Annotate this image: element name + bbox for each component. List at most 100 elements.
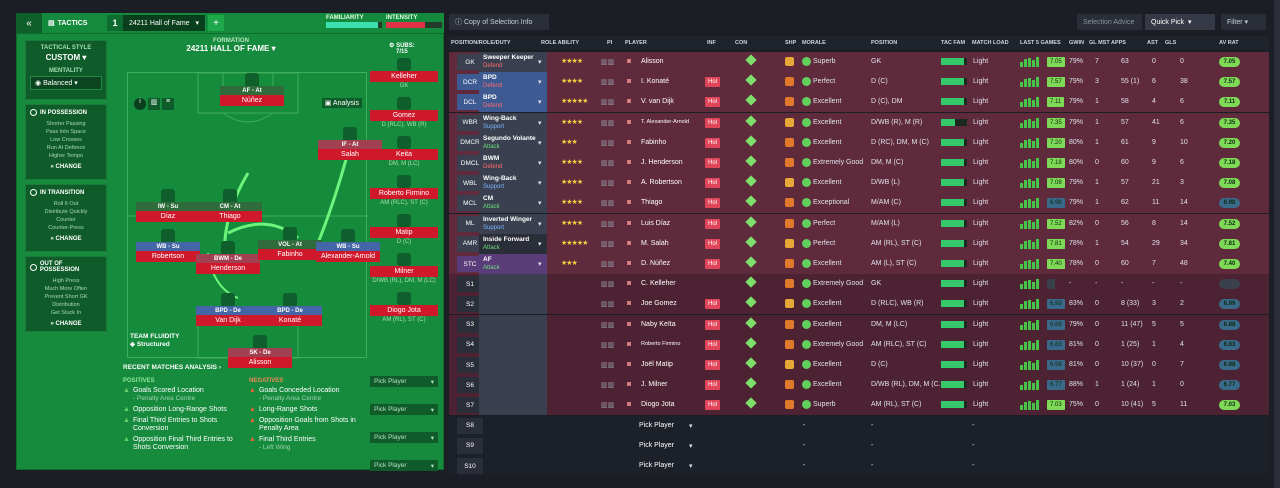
table-row[interactable]: STC AF Attack ▾ ★★★ ▥▥ ◙ D. Núñez Hol Excellent AM… bbox=[449, 254, 1269, 274]
table-row[interactable]: DCL BPD Defend ▾ ★★★★★ ▥▥ ◙ V. van Dijk Hol Excel… bbox=[449, 92, 1269, 113]
column-header[interactable]: MATCH LOAD bbox=[972, 40, 1009, 46]
chevron-down-icon[interactable]: ▾ bbox=[538, 59, 542, 66]
out-of-possession-change-button[interactable]: » CHANGE bbox=[50, 321, 82, 327]
table-row[interactable]: S4 ▥▥ ◙ Roberto Firmino Hol Extremely Good AM … bbox=[449, 334, 1269, 355]
player-instructions-icon[interactable]: ▥▥ bbox=[601, 220, 615, 228]
player-instructions-icon[interactable]: ▥▥ bbox=[601, 362, 615, 369]
table-row[interactable]: WBR Wing-Back Support ▾ ★★★★ ▥▥ ◙ T. Alexander-… bbox=[449, 112, 1269, 133]
player-name[interactable]: T. Alexander-Arnold bbox=[641, 118, 689, 125]
player-instructions-icon[interactable]: ▥▥ bbox=[601, 321, 615, 329]
table-row[interactable]: S7 ▥▥ ◙ Diogo Jota Hol Superb AM (RL), ST (C) L… bbox=[449, 395, 1269, 416]
recent-matches-title[interactable]: RECENT MATCHES ANALYSIS › bbox=[123, 364, 222, 371]
player-instructions-icon[interactable]: ▥▥ bbox=[601, 139, 615, 147]
back-button[interactable]: « bbox=[16, 13, 42, 33]
role-duty-cell[interactable]: Wing-Back Support bbox=[479, 112, 547, 133]
add-tactic-button[interactable]: + bbox=[208, 15, 224, 31]
tactical-style-select[interactable]: CUSTOM ▾ bbox=[45, 53, 87, 62]
in-transition-change-button[interactable]: » CHANGE bbox=[50, 236, 82, 242]
column-header[interactable]: POSITION/ROLE/DUTY bbox=[451, 40, 511, 46]
player-instructions-icon[interactable]: ▥▥ bbox=[601, 79, 615, 87]
player-name[interactable]: J. Milner bbox=[641, 381, 668, 389]
table-row[interactable]: S6 ▥▥ ◙ J. Milner Hol Excellent D/WB (RL), DM,… bbox=[449, 375, 1269, 396]
player-name[interactable]: Joël Matip bbox=[641, 361, 673, 368]
in-possession-change-button[interactable]: » CHANGE bbox=[50, 164, 82, 170]
column-header[interactable]: PI bbox=[607, 40, 613, 46]
chevron-down-icon[interactable]: ▾ bbox=[538, 139, 542, 147]
pick-player-select[interactable]: Pick Player bbox=[639, 441, 675, 449]
tactic-name-select[interactable]: 24211 Hall of Fame ▾ bbox=[123, 15, 205, 31]
table-row[interactable]: GK Sweeper Keeper Defend ▾ ★★★★ ▥▥ ◙ Alisson Sup… bbox=[449, 52, 1269, 72]
role-duty-cell[interactable]: BPD Defend bbox=[479, 92, 547, 113]
player-instructions-icon[interactable]: ▥▥ bbox=[601, 341, 615, 349]
player-instructions-icon[interactable]: ▥▥ bbox=[601, 382, 615, 390]
pick-player-select[interactable]: Pick Player ▾ bbox=[370, 432, 438, 443]
column-header[interactable]: AV RAT bbox=[1219, 40, 1239, 46]
tactic-slot-number[interactable]: 1 bbox=[107, 15, 123, 31]
substitute-player[interactable]: Keita DM, M (LC) bbox=[370, 136, 438, 167]
chevron-down-icon[interactable]: ▾ bbox=[538, 200, 542, 208]
player-instructions-icon[interactable]: ▥▥ bbox=[601, 240, 615, 248]
pitch-player[interactable]: IW - Su Díaz bbox=[136, 189, 200, 222]
chevron-down-icon[interactable]: ▾ bbox=[538, 160, 542, 167]
pitch-player[interactable]: BWM - De Henderson bbox=[196, 241, 260, 274]
column-header[interactable]: INF bbox=[707, 40, 716, 46]
table-row[interactable]: WBL Wing-Back Support ▾ ★★★★ ▥▥ ◙ A. Robertson H… bbox=[449, 173, 1269, 194]
player-name[interactable]: D. Núñez bbox=[641, 260, 671, 267]
role-duty-cell[interactable]: CM Attack bbox=[479, 193, 547, 214]
pick-player-select[interactable]: Pick Player ▾ bbox=[370, 460, 438, 471]
table-row[interactable]: MCL CM Attack ▾ ★★★★ ▥▥ ◙ Thiago Hol Exceptional M… bbox=[449, 193, 1269, 214]
table-row[interactable]: DMCR Segundo Volante Attack ▾ ★★★ ▥▥ ◙ Fabinho H… bbox=[449, 132, 1269, 153]
chart-icon[interactable]: ▥ bbox=[148, 98, 160, 110]
table-row[interactable]: ML Inverted Winger Support ▾ ★★★★ ▥▥ ◙ Luis Día… bbox=[449, 213, 1269, 234]
table-row[interactable]: S3 ▥▥ ◙ Naby Keïta Hol Excellent DM, M (LC) Lig… bbox=[449, 314, 1269, 335]
substitute-player[interactable]: Roberto Firmino AM (RLC), ST (C) bbox=[370, 175, 438, 206]
role-duty-cell[interactable]: Segundo Volante Attack bbox=[479, 132, 547, 153]
player-instructions-icon[interactable]: ▥▥ bbox=[601, 160, 615, 167]
copy-selection-info-button[interactable]: ⓘ Copy of Selection Info bbox=[449, 14, 549, 30]
role-duty-cell[interactable]: Sweeper Keeper Defend bbox=[479, 52, 547, 72]
player-instructions-icon[interactable]: ▥▥ bbox=[601, 59, 615, 66]
chevron-down-icon[interactable]: ▾ bbox=[538, 220, 542, 228]
pick-player-select[interactable]: Pick Player bbox=[639, 421, 675, 429]
role-duty-cell[interactable]: BWM Defend bbox=[479, 153, 547, 173]
column-header[interactable]: ROLE ABILITY bbox=[541, 40, 579, 46]
column-header[interactable]: AST bbox=[1147, 40, 1158, 46]
column-header[interactable]: POSITION bbox=[871, 40, 898, 46]
substitute-player[interactable]: Kelleher GK bbox=[370, 58, 438, 89]
quick-pick-button[interactable]: Quick Pick ▾ bbox=[1145, 14, 1215, 30]
info-icon[interactable]: i bbox=[134, 98, 146, 110]
role-duty-cell[interactable]: BPD Defend bbox=[479, 72, 547, 93]
chevron-down-icon[interactable]: ▾ bbox=[538, 119, 542, 127]
pitch-player[interactable]: BPD - De Van Dijk bbox=[196, 293, 260, 326]
formation-select[interactable]: 24211 HALL OF FAME ▾ bbox=[186, 44, 276, 53]
player-name[interactable]: Luis Díaz bbox=[641, 219, 671, 227]
player-name[interactable]: Diogo Jota bbox=[641, 401, 675, 409]
substitute-player[interactable]: Diogo Jota AM (RL), ST (C) bbox=[370, 292, 438, 323]
role-duty-cell[interactable]: Wing-Back Support bbox=[479, 173, 547, 194]
chevron-down-icon[interactable]: ▾ bbox=[538, 180, 542, 188]
chevron-down-icon[interactable]: ▾ bbox=[689, 463, 693, 470]
player-instructions-icon[interactable]: ▥▥ bbox=[601, 281, 615, 289]
role-duty-cell[interactable]: AF Attack bbox=[479, 254, 547, 274]
pitch-player[interactable]: VOL - At Fabinho bbox=[258, 227, 322, 260]
role-duty-cell[interactable]: Inside Forward Attack bbox=[479, 233, 547, 254]
pitch-player[interactable]: AF - At Núñez bbox=[220, 73, 284, 106]
player-name[interactable]: Alisson bbox=[641, 58, 664, 65]
pick-player-select[interactable]: Pick Player ▾ bbox=[370, 404, 438, 415]
column-header[interactable]: GWIN bbox=[1069, 40, 1084, 46]
column-header[interactable]: GLS bbox=[1165, 40, 1177, 46]
column-header[interactable]: SHP bbox=[785, 40, 797, 46]
table-row[interactable]: S5 ▥▥ ◙ Joël Matip Hol Excellent D (C) Light 6.9… bbox=[449, 355, 1269, 375]
pitch-player[interactable]: IF - At Salah bbox=[318, 127, 382, 160]
table-row[interactable]: S10 Pick Player ▾ - - - bbox=[449, 456, 1269, 476]
player-instructions-icon[interactable]: ▥▥ bbox=[601, 180, 615, 188]
analysis-button[interactable]: ▣ Analysis bbox=[321, 98, 362, 108]
chevron-down-icon[interactable]: ▾ bbox=[689, 442, 693, 450]
chevron-down-icon[interactable]: ▾ bbox=[538, 240, 542, 248]
role-duty-cell[interactable]: Inverted Winger Support bbox=[479, 213, 547, 234]
column-header[interactable]: CON bbox=[735, 40, 748, 46]
player-name[interactable]: A. Robertson bbox=[641, 179, 682, 187]
table-row[interactable]: S2 ▥▥ ◙ Joe Gomez Hol Excellent D (RLC), WB (R… bbox=[449, 294, 1269, 315]
table-row[interactable]: S1 ▥▥ ◙ C. Kelleher Extremely Good GK Light - - -… bbox=[449, 274, 1269, 295]
list-icon[interactable]: ≡ bbox=[162, 98, 174, 110]
